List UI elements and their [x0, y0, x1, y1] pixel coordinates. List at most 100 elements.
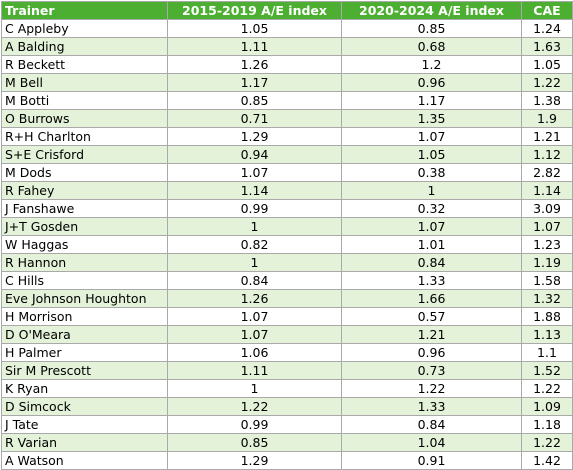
ae-2015-2019-cell: 0.71: [167, 109, 342, 128]
cae-cell: 1.63: [521, 37, 573, 56]
ae-2015-2019-cell: 1.22: [167, 397, 342, 416]
ae-2020-2024-cell: 0.32: [341, 199, 522, 218]
ae-2020-2024-cell: 1.07: [341, 127, 522, 146]
ae-2015-2019-cell: 1.07: [167, 325, 342, 344]
header-trainer: Trainer: [1, 1, 168, 20]
trainer-name-cell: M Bell: [1, 73, 168, 92]
trainer-name-cell: D Simcock: [1, 397, 168, 416]
table-row: R Hannon 1 0.84 1.19: [1, 253, 573, 272]
table-row: S+E Crisford 0.94 1.05 1.12: [1, 145, 573, 164]
trainer-name-cell: H Morrison: [1, 307, 168, 326]
table-row: J+T Gosden 1 1.07 1.07: [1, 217, 573, 236]
ae-2020-2024-cell: 0.73: [341, 361, 522, 380]
cae-cell: 1.42: [521, 451, 573, 470]
cae-cell: 1.32: [521, 289, 573, 308]
cae-cell: 1.18: [521, 415, 573, 434]
cae-cell: 1.22: [521, 433, 573, 452]
cae-cell: 1.22: [521, 379, 573, 398]
ae-2020-2024-cell: 1.05: [341, 145, 522, 164]
table-body: C Appleby 1.05 0.85 1.24 A Balding 1.11 0.68 1.…: [1, 19, 573, 470]
ae-2020-2024-cell: 0.68: [341, 37, 522, 56]
ae-2015-2019-cell: 1.05: [167, 19, 342, 38]
ae-2020-2024-cell: 1: [341, 181, 522, 200]
ae-2015-2019-cell: 1.29: [167, 127, 342, 146]
trainer-name-cell: W Haggas: [1, 235, 168, 254]
trainer-name-cell: H Palmer: [1, 343, 168, 362]
cae-cell: 1.22: [521, 73, 573, 92]
trainer-name-cell: R+H Charlton: [1, 127, 168, 146]
table-row: D O'Meara 1.07 1.21 1.13: [1, 325, 573, 344]
ae-2020-2024-cell: 0.84: [341, 415, 522, 434]
table-row: W Haggas 0.82 1.01 1.23: [1, 235, 573, 254]
ae-2020-2024-cell: 1.33: [341, 271, 522, 290]
ae-2020-2024-cell: 0.91: [341, 451, 522, 470]
cae-cell: 3.09: [521, 199, 573, 218]
ae-2015-2019-cell: 1: [167, 253, 342, 272]
trainer-name-cell: R Hannon: [1, 253, 168, 272]
ae-2015-2019-cell: 1: [167, 379, 342, 398]
table-row: R Beckett 1.26 1.2 1.05: [1, 55, 573, 74]
trainer-name-cell: R Varian: [1, 433, 168, 452]
ae-2020-2024-cell: 0.57: [341, 307, 522, 326]
ae-2015-2019-cell: 0.94: [167, 145, 342, 164]
ae-2020-2024-cell: 1.2: [341, 55, 522, 74]
cae-cell: 1.13: [521, 325, 573, 344]
cae-cell: 1.24: [521, 19, 573, 38]
trainer-name-cell: A Watson: [1, 451, 168, 470]
ae-2015-2019-cell: 1.17: [167, 73, 342, 92]
cae-cell: 1.07: [521, 217, 573, 236]
ae-2020-2024-cell: 0.84: [341, 253, 522, 272]
cae-cell: 1.23: [521, 235, 573, 254]
ae-2015-2019-cell: 1.14: [167, 181, 342, 200]
table-row: O Burrows 0.71 1.35 1.9: [1, 109, 573, 128]
table-row: M Bell 1.17 0.96 1.22: [1, 73, 573, 92]
trainer-name-cell: J Fanshawe: [1, 199, 168, 218]
ae-2020-2024-cell: 1.33: [341, 397, 522, 416]
ae-2020-2024-cell: 0.38: [341, 163, 522, 182]
table-row: R Varian 0.85 1.04 1.22: [1, 433, 573, 452]
table-row: M Botti 0.85 1.17 1.38: [1, 91, 573, 110]
table-row: A Watson 1.29 0.91 1.42: [1, 451, 573, 470]
ae-2015-2019-cell: 0.84: [167, 271, 342, 290]
header-row: Trainer 2015-2019 A/E index 2020-2024 A/…: [1, 1, 573, 20]
table-row: R Fahey 1.14 1 1.14: [1, 181, 573, 200]
trainer-name-cell: R Beckett: [1, 55, 168, 74]
cae-cell: 1.88: [521, 307, 573, 326]
cae-cell: 1.1: [521, 343, 573, 362]
ae-2020-2024-cell: 1.04: [341, 433, 522, 452]
header-cae: CAE: [521, 1, 573, 20]
table-row: R+H Charlton 1.29 1.07 1.21: [1, 127, 573, 146]
cae-cell: 1.38: [521, 91, 573, 110]
ae-2020-2024-cell: 1.17: [341, 91, 522, 110]
table-row: K Ryan 1 1.22 1.22: [1, 379, 573, 398]
cae-cell: 1.05: [521, 55, 573, 74]
cae-cell: 1.21: [521, 127, 573, 146]
ae-2020-2024-cell: 1.01: [341, 235, 522, 254]
ae-2015-2019-cell: 1.11: [167, 37, 342, 56]
ae-2020-2024-cell: 1.66: [341, 289, 522, 308]
trainer-name-cell: K Ryan: [1, 379, 168, 398]
ae-2015-2019-cell: 1.06: [167, 343, 342, 362]
table-row: C Appleby 1.05 0.85 1.24: [1, 19, 573, 38]
cae-cell: 1.09: [521, 397, 573, 416]
trainer-name-cell: R Fahey: [1, 181, 168, 200]
cae-cell: 1.9: [521, 109, 573, 128]
trainer-name-cell: C Appleby: [1, 19, 168, 38]
trainer-name-cell: J+T Gosden: [1, 217, 168, 236]
table-row: A Balding 1.11 0.68 1.63: [1, 37, 573, 56]
trainer-name-cell: Eve Johnson Houghton: [1, 289, 168, 308]
ae-2020-2024-cell: 1.22: [341, 379, 522, 398]
trainer-name-cell: M Botti: [1, 91, 168, 110]
ae-2020-2024-cell: 0.96: [341, 343, 522, 362]
ae-2015-2019-cell: 1: [167, 217, 342, 236]
ae-2015-2019-cell: 0.99: [167, 415, 342, 434]
table-row: H Morrison 1.07 0.57 1.88: [1, 307, 573, 326]
ae-2015-2019-cell: 0.85: [167, 433, 342, 452]
cae-cell: 2.82: [521, 163, 573, 182]
cae-cell: 1.14: [521, 181, 573, 200]
trainer-name-cell: D O'Meara: [1, 325, 168, 344]
ae-2015-2019-cell: 0.82: [167, 235, 342, 254]
header-ae-2020-2024: 2020-2024 A/E index: [341, 1, 522, 20]
ae-2020-2024-cell: 1.21: [341, 325, 522, 344]
